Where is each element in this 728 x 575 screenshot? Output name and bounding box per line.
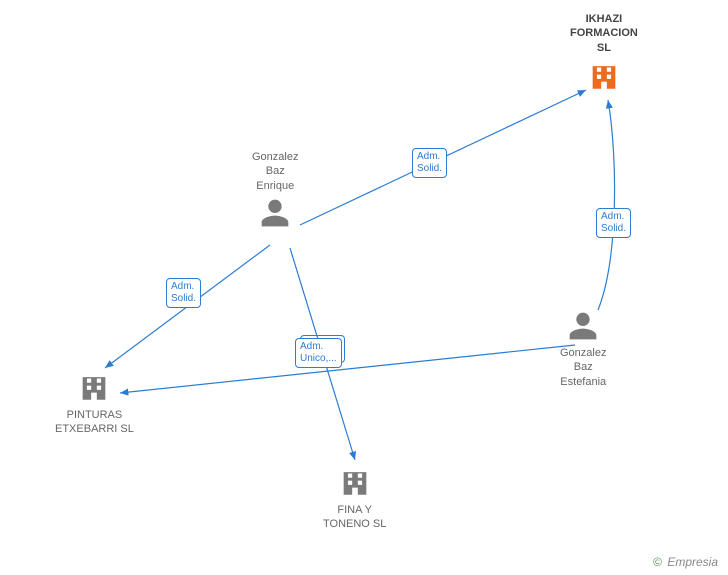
edge-label-estefania-ikhazi: Adm. Solid. — [596, 208, 631, 238]
watermark-text: Empresia — [667, 555, 718, 569]
watermark: © Empresia — [653, 555, 718, 569]
person-icon — [567, 310, 599, 342]
node-label-ikhazi: IKHAZI FORMACION SL — [570, 12, 638, 55]
copyright-symbol: © — [653, 555, 662, 569]
node-label-pinturas: PINTURAS ETXEBARRI SL — [55, 408, 134, 437]
edge-label-enrique-ikhazi: Adm. Solid. — [412, 148, 447, 178]
building-icon — [77, 370, 111, 404]
node-gonzalez-estefania[interactable]: Gonzalez Baz Estefania — [560, 310, 606, 389]
edge-label-estefania-pinturas: Adm. Unico,... — [295, 338, 342, 368]
node-label-estefania: Gonzalez Baz Estefania — [560, 346, 606, 389]
node-label-finatoneno: FINA Y TONENO SL — [323, 503, 386, 532]
building-icon — [338, 465, 372, 499]
node-pinturas[interactable]: PINTURAS ETXEBARRI SL — [55, 370, 134, 437]
building-icon — [587, 59, 621, 93]
node-gonzalez-enrique[interactable]: Gonzalez Baz Enrique — [252, 150, 298, 229]
person-icon — [259, 197, 291, 229]
node-label-enrique: Gonzalez Baz Enrique — [252, 150, 298, 193]
node-fina-toneno[interactable]: FINA Y TONENO SL — [323, 465, 386, 532]
edge-estefania-pinturas — [120, 345, 575, 393]
edge-estefania-ikhazi — [598, 100, 615, 310]
node-ikhazi[interactable]: IKHAZI FORMACION SL — [570, 12, 638, 93]
edge-label-enrique-pinturas: Adm. Solid. — [166, 278, 201, 308]
